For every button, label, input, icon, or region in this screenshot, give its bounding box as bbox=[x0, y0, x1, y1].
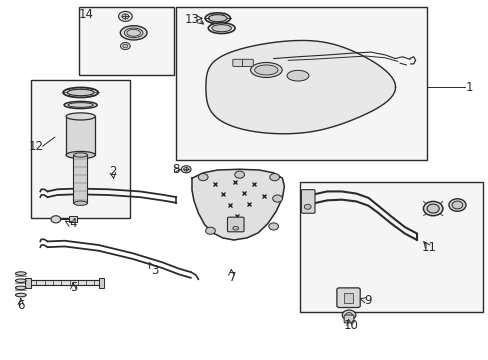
FancyBboxPatch shape bbox=[227, 217, 244, 232]
Text: 3: 3 bbox=[151, 264, 158, 276]
FancyBboxPatch shape bbox=[336, 288, 360, 307]
Ellipse shape bbox=[208, 15, 226, 22]
Text: 13: 13 bbox=[184, 13, 200, 26]
Circle shape bbox=[183, 167, 188, 171]
Bar bbox=[344, 293, 352, 303]
Circle shape bbox=[181, 166, 191, 173]
Bar bbox=[176, 7, 426, 160]
Text: 14: 14 bbox=[79, 9, 94, 22]
Text: 11: 11 bbox=[421, 241, 436, 255]
Ellipse shape bbox=[67, 89, 94, 96]
Ellipse shape bbox=[16, 279, 26, 283]
Text: 10: 10 bbox=[344, 319, 358, 332]
Ellipse shape bbox=[451, 201, 462, 209]
Ellipse shape bbox=[448, 199, 465, 211]
Ellipse shape bbox=[211, 24, 231, 32]
Circle shape bbox=[122, 14, 128, 19]
FancyBboxPatch shape bbox=[344, 315, 353, 323]
Ellipse shape bbox=[250, 63, 282, 77]
FancyBboxPatch shape bbox=[301, 190, 314, 213]
Circle shape bbox=[118, 12, 132, 21]
Circle shape bbox=[122, 44, 127, 48]
Text: 2: 2 bbox=[109, 165, 117, 178]
Ellipse shape bbox=[63, 87, 98, 98]
Ellipse shape bbox=[74, 201, 87, 205]
Circle shape bbox=[272, 195, 282, 202]
Text: 7: 7 bbox=[228, 271, 236, 284]
Ellipse shape bbox=[66, 113, 95, 120]
Text: 6: 6 bbox=[17, 299, 24, 312]
FancyBboxPatch shape bbox=[232, 59, 243, 66]
Circle shape bbox=[268, 223, 278, 230]
Bar bbox=[66, 116, 95, 155]
Circle shape bbox=[120, 42, 130, 50]
Ellipse shape bbox=[286, 70, 308, 81]
Ellipse shape bbox=[423, 202, 442, 216]
Polygon shape bbox=[192, 169, 284, 240]
Ellipse shape bbox=[66, 152, 95, 158]
Text: 5: 5 bbox=[69, 282, 77, 294]
Ellipse shape bbox=[204, 13, 230, 23]
Ellipse shape bbox=[68, 103, 93, 107]
Bar bbox=[300, 182, 482, 312]
Circle shape bbox=[234, 171, 244, 178]
Text: 4: 4 bbox=[69, 217, 77, 230]
Ellipse shape bbox=[208, 23, 235, 33]
FancyBboxPatch shape bbox=[242, 59, 253, 66]
Bar bbox=[25, 278, 30, 288]
Ellipse shape bbox=[16, 272, 26, 275]
Ellipse shape bbox=[64, 102, 97, 109]
Circle shape bbox=[205, 227, 215, 234]
Bar bbox=[79, 7, 174, 75]
Text: 1: 1 bbox=[465, 81, 472, 94]
Ellipse shape bbox=[124, 28, 142, 38]
Bar bbox=[30, 80, 130, 217]
Circle shape bbox=[51, 216, 61, 223]
Text: 12: 12 bbox=[29, 140, 44, 153]
Circle shape bbox=[304, 204, 310, 209]
Ellipse shape bbox=[426, 204, 438, 213]
Circle shape bbox=[345, 312, 352, 318]
Ellipse shape bbox=[16, 293, 26, 297]
Ellipse shape bbox=[16, 286, 26, 290]
Ellipse shape bbox=[74, 153, 87, 157]
FancyBboxPatch shape bbox=[69, 216, 77, 222]
Text: 8: 8 bbox=[171, 163, 179, 176]
Circle shape bbox=[342, 310, 355, 320]
Ellipse shape bbox=[232, 226, 238, 230]
Ellipse shape bbox=[120, 26, 147, 40]
Circle shape bbox=[198, 174, 207, 181]
Ellipse shape bbox=[126, 30, 140, 36]
Ellipse shape bbox=[254, 65, 278, 75]
Bar bbox=[73, 155, 87, 203]
Polygon shape bbox=[205, 40, 395, 134]
Bar bbox=[99, 278, 104, 288]
Text: 9: 9 bbox=[364, 294, 371, 307]
Circle shape bbox=[269, 174, 279, 181]
